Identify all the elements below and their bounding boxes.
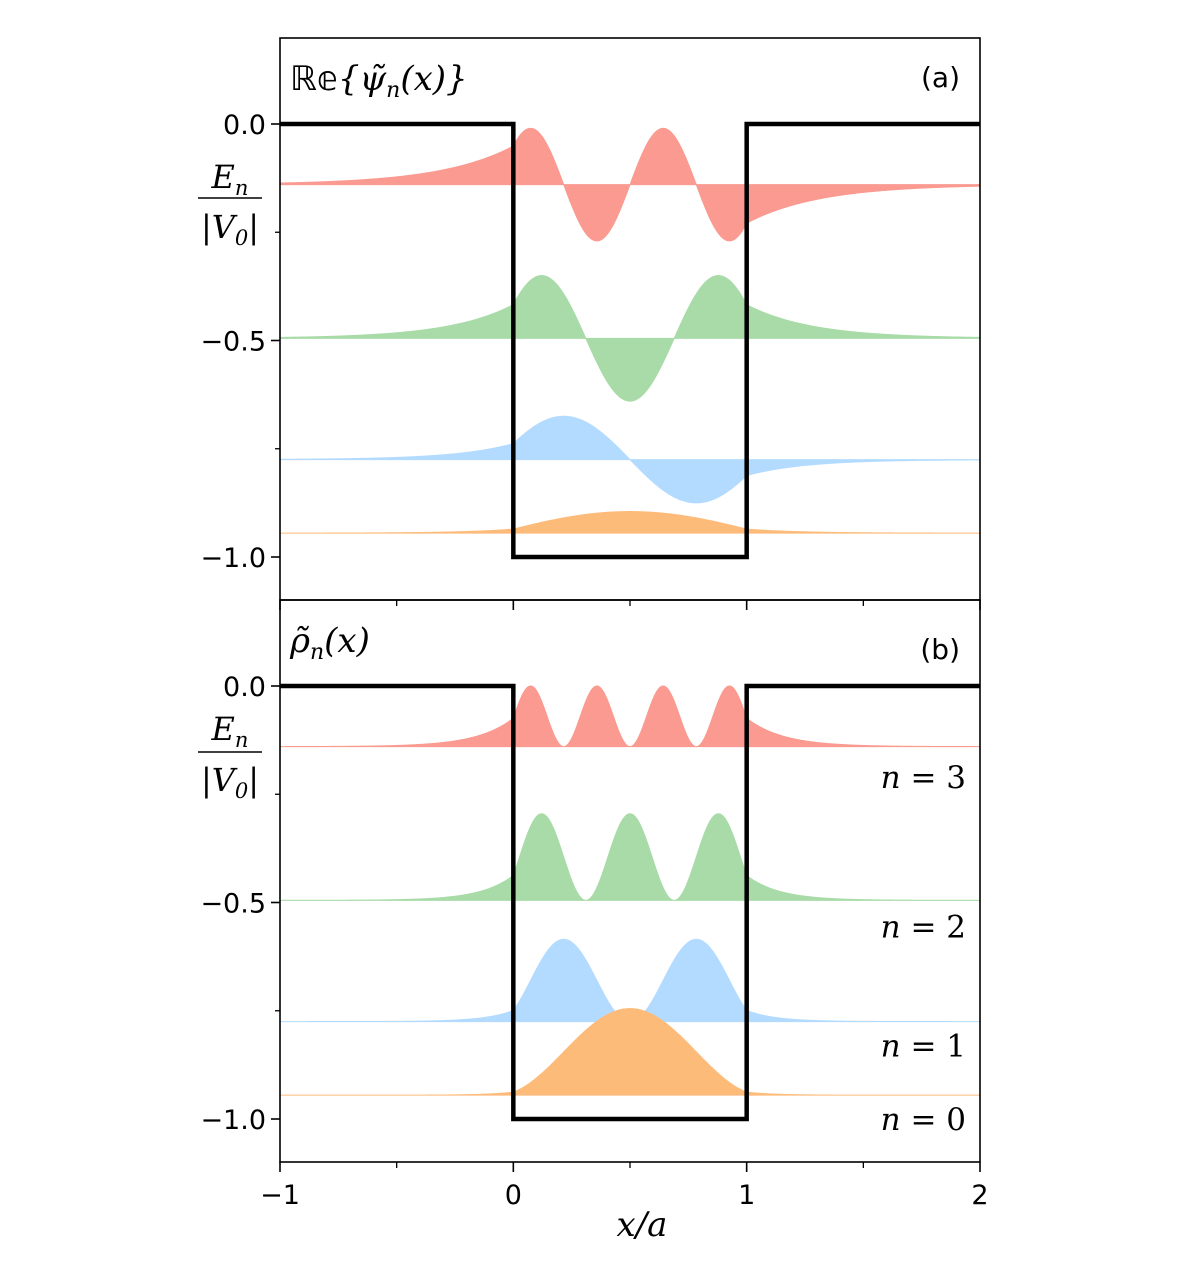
panel-a-ylabel-den: |V <box>201 208 238 246</box>
panel-a-ytick-label: 0.0 <box>223 110 266 141</box>
panel-a-title-tail: (x)} <box>400 59 467 99</box>
panel-a-wavefunction-fills <box>279 127 981 534</box>
panel-b-ylabel-num-sub: n <box>235 728 249 752</box>
panel-b-ytick-label: −1.0 <box>200 1105 266 1136</box>
panel-a-title: ℝ𝕖{ψ̃n(x)} <box>290 59 468 103</box>
panel-b-ticks: 0.0 −0.5 −1.0 <box>200 672 981 1172</box>
panel-a-ylabel-den-tail: | <box>248 208 259 246</box>
panel-b-level-label-n0: n = 0 <box>881 1102 966 1138</box>
svg-text:En: En <box>211 158 249 200</box>
panel-b-title-body: ρ̃ <box>289 621 310 661</box>
panel-b-series-n2 <box>279 813 981 901</box>
svg-text:|V0|: |V0| <box>201 208 259 250</box>
x-tick-label: 2 <box>971 1180 988 1211</box>
panel-b-ytick-label: −0.5 <box>200 889 266 920</box>
panel-b-label: (b) <box>920 633 960 666</box>
panel-a-ylabel-num: E <box>211 158 235 196</box>
panel-b-title-sub: n <box>310 640 324 665</box>
svg-text:|V0|: |V0| <box>201 761 259 803</box>
panel-b-ytick-label: 0.0 <box>223 672 266 703</box>
panel-b-level-labels: n = 3 n = 2 n = 1 n = 0 <box>881 760 966 1138</box>
panel-a-series-n3 <box>279 127 981 242</box>
panel-a-label: (a) <box>921 61 960 94</box>
panel-a-ticks: 0.0 −0.5 −1.0 <box>200 110 981 610</box>
panel-a-series-n0 <box>279 511 981 534</box>
panel-b-ylabel-den: |V <box>201 761 238 799</box>
panel-b-title-tail: (x) <box>324 621 370 661</box>
panel-a-title-sub: n <box>386 78 400 103</box>
panel-a-title-prefix: ℝ𝕖 <box>290 59 338 99</box>
panel-a-title-body: {ψ̃ <box>338 59 387 99</box>
x-axis-label: x/a <box>617 1205 668 1245</box>
panel-a-potential-well <box>280 121 980 560</box>
panel-b-density-fills <box>279 685 981 1096</box>
x-tick-label: −1 <box>260 1180 300 1211</box>
x-tick-label: 0 <box>505 1180 522 1211</box>
panel-b-ylabel-den-sub: 0 <box>235 779 248 803</box>
panel-b-potential-well <box>280 683 980 1122</box>
panel-a-ylabel-den-sub: 0 <box>235 226 248 250</box>
panel-a-ytick-label: −1.0 <box>200 543 266 574</box>
x-tick-label: 1 <box>738 1180 755 1211</box>
panel-a: 0.0−0.5−1.0 ℝ𝕖{ψ̃n(x)} (a) En |V0| <box>198 37 981 610</box>
panel-b-series-n0 <box>280 1008 980 1096</box>
panel-a-ylabel: En |V0| <box>198 158 262 250</box>
panel-b-series-n3 <box>279 685 981 748</box>
panel-a-series-n2 <box>279 275 981 402</box>
panel-b: 0.0−0.5−1.0 ρ̃n(x) (b) En |V0| n = 3n = … <box>198 599 981 1172</box>
panel-b-ylabel-num: E <box>211 710 235 748</box>
panel-b-level-label-n1: n = 1 <box>881 1028 966 1064</box>
panel-b-level-label-n3: n = 3 <box>881 760 966 796</box>
panel-b-ylabel: En |V0| <box>198 710 262 803</box>
panel-b-ylabel-den-tail: | <box>248 761 259 799</box>
panel-b-title: ρ̃n(x) <box>289 621 370 665</box>
panel-a-ylabel-num-sub: n <box>235 176 249 200</box>
panel-a-series-n1 <box>279 415 981 504</box>
panel-b-level-label-n2: n = 2 <box>881 909 966 945</box>
svg-text:En: En <box>211 710 249 752</box>
panel-a-ytick-label: −0.5 <box>200 327 266 358</box>
x-tick-labels: −1 0 1 2 <box>260 1180 989 1211</box>
